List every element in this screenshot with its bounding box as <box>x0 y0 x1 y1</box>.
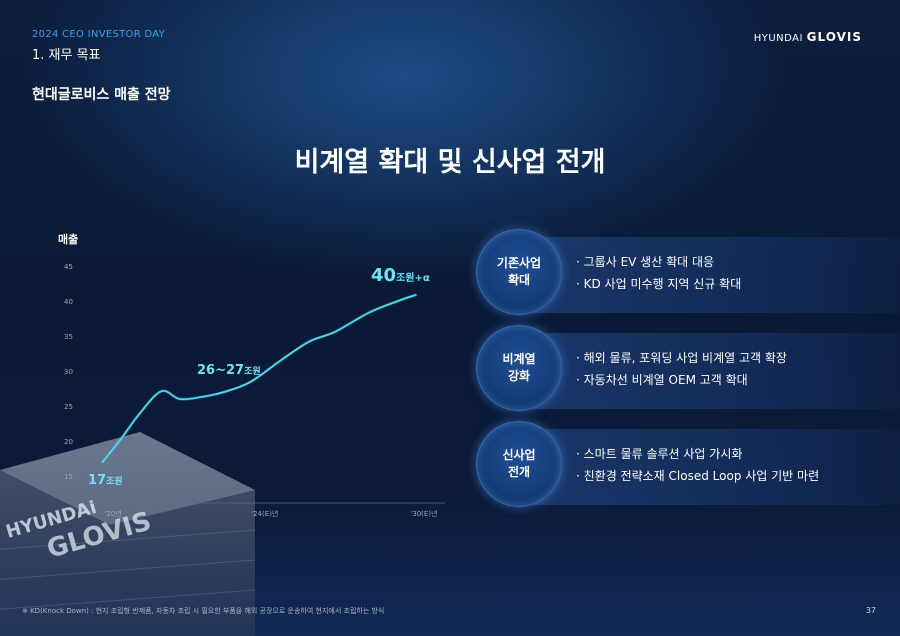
y-tick-label: 30 <box>64 368 73 376</box>
strategy-band <box>512 237 900 313</box>
x-tick-label: '30(E)년 <box>410 509 437 518</box>
badge-line2: 확대 <box>507 273 531 287</box>
y-tick-label: 40 <box>64 298 73 306</box>
badge-line1: 기존사업 <box>496 256 542 270</box>
strategy-band <box>512 429 900 505</box>
bullet-item: · 스마트 물류 솔루션 사업 가시화 <box>576 447 743 461</box>
bullet-item: · 그룹사 EV 생산 확대 대응 <box>576 255 715 269</box>
page-number: 37 <box>865 606 876 615</box>
bullet-item: · KD 사업 미수행 지역 신규 확대 <box>576 277 742 291</box>
logo-hyundai: HYUNDAI <box>753 33 803 44</box>
chart-y-label: 매출 <box>58 233 79 246</box>
strategy-row-non-affiliate: 비계열 강화 · 해외 물류, 포워딩 사업 비계열 고객 확장 · 자동차선 … <box>476 325 900 421</box>
strategy-row-new-business: 신사업 전개 · 스마트 물류 솔루션 사업 가시화 · 친환경 전략소재 Cl… <box>476 421 900 517</box>
bullet-item: · 해외 물류, 포워딩 사업 비계열 고객 확장 <box>576 351 787 365</box>
data-label: 40조원+α <box>371 265 430 286</box>
strategy-band <box>512 333 900 409</box>
strategy-bullets: · 스마트 물류 솔루션 사업 가시화 · 친환경 전략소재 Closed Lo… <box>576 443 819 487</box>
badge-line2: 전개 <box>507 465 531 479</box>
data-label: 26~27조원 <box>197 363 261 378</box>
x-tick-label: '20년 <box>104 509 121 518</box>
bullet-item: · 친환경 전략소재 Closed Loop 사업 기반 마련 <box>576 469 820 483</box>
strategy-row-existing: 기존사업 확대 · 그룹사 EV 생산 확대 대응 · KD 사업 미수행 지역… <box>476 229 900 325</box>
strategy-badge-existing: 기존사업 확대 <box>476 229 562 315</box>
section-title: 1. 재무 목표 <box>32 48 101 63</box>
badge-line2: 강화 <box>507 369 531 383</box>
revenue-line-chart: 15 20 25 30 35 40 45 '20년 '24(E)년 '30(E)년 17조원 26~2… <box>64 263 445 518</box>
strategy-badge-non-affiliate: 비계열 강화 <box>476 325 562 411</box>
y-tick-label: 15 <box>64 473 73 481</box>
bullet-item: · 자동차선 비계열 OEM 고객 확대 <box>576 373 748 387</box>
y-tick-label: 35 <box>64 333 73 341</box>
series-line-glow <box>100 293 417 464</box>
y-tick-label: 20 <box>64 438 73 446</box>
x-tick-label: '24(E)년 <box>251 509 278 518</box>
footnote: ※ KD(Knock Down) : 현지 조립형 반제품, 자동차 조립 시 … <box>22 607 385 615</box>
warehouse-building-image: HYUNDAI GLOVIS <box>0 432 256 636</box>
company-logo: HYUNDAI GLOVIS <box>754 30 862 44</box>
badge-line1: 신사업 <box>502 448 536 462</box>
page-subtitle: 현대글로비스 매출 전망 <box>32 87 171 103</box>
strategy-bullets: · 해외 물류, 포워딩 사업 비계열 고객 확장 · 자동차선 비계열 OEM… <box>576 347 787 391</box>
y-tick-label: 45 <box>64 263 73 271</box>
series-line <box>101 293 417 464</box>
logo-glovis: GLOVIS <box>806 30 862 44</box>
event-kicker: 2024 CEO INVESTOR DAY <box>32 29 166 40</box>
badge-line1: 비계열 <box>502 352 536 366</box>
headline: 비계열 확대 및 신사업 전개 <box>294 147 606 178</box>
data-label: 17조원 <box>88 473 123 488</box>
strategy-bullets: · 그룹사 EV 생산 확대 대응 · KD 사업 미수행 지역 신규 확대 <box>576 251 741 295</box>
strategy-badge-new-business: 신사업 전개 <box>476 421 562 507</box>
y-tick-label: 25 <box>64 403 73 411</box>
